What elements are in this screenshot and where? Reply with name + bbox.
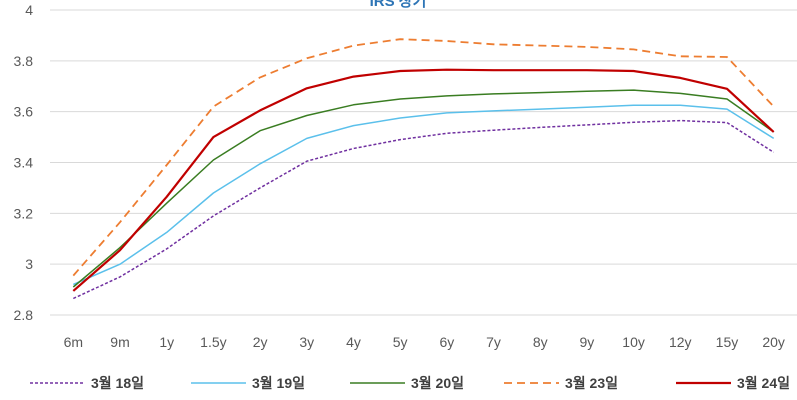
x-tick-label: 12y — [669, 334, 692, 350]
x-tick-label: 1.5y — [200, 334, 226, 350]
series-line — [72, 119, 775, 300]
x-tick-label: 2y — [253, 334, 268, 350]
x-axis: 6m 9m 1y 1.5y 2y 3y 4y 5y 6y 7y 8y 9y 10y 12y 15y 20y — [64, 334, 785, 350]
x-tick-label: 6m — [64, 334, 83, 350]
y-tick-label: 3.2 — [14, 205, 34, 221]
series-line — [72, 68, 775, 292]
series-line — [72, 89, 775, 288]
y-tick-label: 4 — [25, 2, 33, 18]
x-tick-label: 9m — [110, 334, 129, 350]
legend: 3월 18일 3월 19일 3월 20일 3월 23일 3월 24일 — [30, 375, 790, 391]
legend-label: 3월 18일 — [91, 375, 144, 391]
x-tick-label: 9y — [580, 334, 595, 350]
series-line — [73, 104, 775, 286]
x-tick-label: 1y — [159, 334, 174, 350]
y-tick-label: 3.4 — [14, 155, 34, 171]
x-tick-label: 4y — [346, 334, 361, 350]
y-axis: 2.8 3 3.2 3.4 3.6 3.8 4 — [14, 2, 34, 323]
y-tick-label: 2.8 — [14, 307, 34, 323]
x-tick-label: 8y — [533, 334, 548, 350]
legend-label: 3월 19일 — [252, 375, 305, 391]
x-tick-label: 7y — [486, 334, 501, 350]
x-tick-label: 20y — [762, 334, 785, 350]
legend-label: 3월 23일 — [565, 375, 618, 391]
series-line — [72, 38, 775, 277]
legend-label: 3월 24일 — [737, 375, 790, 391]
x-tick-label: 5y — [393, 334, 408, 350]
series-lines — [72, 38, 775, 300]
y-tick-label: 3.8 — [14, 53, 34, 69]
y-tick-label: 3 — [25, 256, 33, 272]
x-tick-label: 6y — [439, 334, 454, 350]
gridlines — [50, 9, 797, 316]
x-tick-label: 15y — [716, 334, 739, 350]
y-tick-label: 3.6 — [14, 104, 34, 120]
chart-title: IRS 장기 — [370, 0, 427, 10]
x-tick-label: 3y — [299, 334, 314, 350]
x-tick-label: 10y — [622, 334, 645, 350]
legend-label: 3월 20일 — [411, 375, 464, 391]
